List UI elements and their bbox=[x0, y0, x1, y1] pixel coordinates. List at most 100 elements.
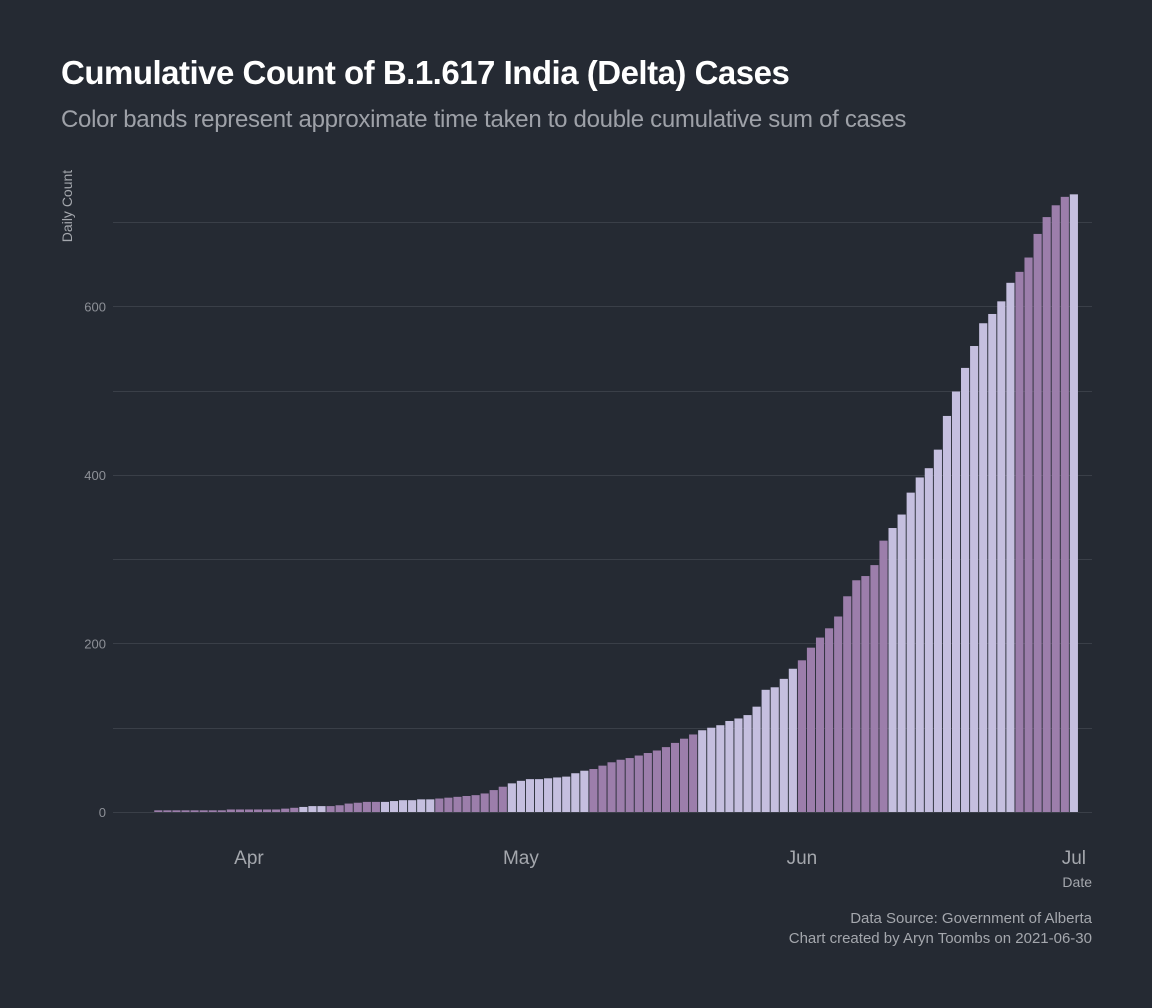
bar bbox=[453, 796, 462, 812]
bar bbox=[553, 777, 562, 812]
bar bbox=[480, 793, 489, 812]
bar bbox=[634, 755, 643, 812]
bar bbox=[417, 799, 426, 812]
bar bbox=[435, 798, 444, 812]
bar bbox=[172, 810, 181, 812]
y-axis-label: Daily Count bbox=[59, 170, 75, 242]
bar bbox=[199, 810, 208, 812]
bar bbox=[1060, 196, 1069, 813]
bar bbox=[779, 678, 788, 812]
bar bbox=[834, 616, 843, 812]
bar bbox=[344, 803, 353, 812]
bar bbox=[607, 762, 616, 812]
bars bbox=[154, 194, 1078, 813]
bar bbox=[752, 706, 761, 812]
bar bbox=[806, 647, 816, 812]
bar bbox=[181, 810, 190, 812]
bar bbox=[598, 765, 607, 812]
bar bbox=[970, 346, 979, 812]
bar bbox=[263, 809, 272, 812]
y-axis-ticks: 0 200 400 600 bbox=[84, 299, 106, 820]
bar bbox=[897, 514, 906, 812]
y-tick-label: 0 bbox=[99, 805, 106, 820]
bar bbox=[154, 810, 163, 812]
bar bbox=[335, 805, 344, 812]
bar bbox=[226, 809, 235, 812]
bar bbox=[616, 759, 625, 812]
bar bbox=[979, 323, 988, 812]
bar bbox=[906, 492, 915, 812]
bar bbox=[389, 801, 399, 812]
bar bbox=[625, 758, 634, 812]
bar bbox=[163, 810, 172, 812]
bar bbox=[942, 415, 952, 812]
bar bbox=[915, 477, 924, 812]
bar bbox=[398, 800, 408, 812]
chart-title: Cumulative Count of B.1.617 India (Delta… bbox=[61, 54, 790, 91]
bar bbox=[534, 779, 544, 812]
bar bbox=[290, 807, 299, 812]
bar bbox=[1006, 282, 1015, 812]
bar bbox=[217, 810, 226, 812]
bar bbox=[253, 809, 263, 812]
bar bbox=[988, 313, 997, 812]
bar bbox=[652, 750, 661, 812]
bar bbox=[1069, 194, 1078, 812]
bar bbox=[761, 689, 770, 812]
bar bbox=[815, 637, 825, 812]
bar bbox=[362, 801, 371, 812]
bar bbox=[589, 769, 598, 812]
x-tick-label: May bbox=[503, 848, 539, 869]
bar bbox=[1051, 205, 1060, 812]
bar bbox=[879, 540, 888, 812]
bar bbox=[272, 809, 281, 812]
bar bbox=[870, 565, 879, 812]
bar bbox=[281, 808, 290, 812]
y-tick-label: 200 bbox=[84, 636, 106, 651]
bar bbox=[516, 780, 525, 812]
x-axis-ticks: Apr May Jun Jul bbox=[234, 848, 1086, 869]
bar bbox=[689, 734, 698, 812]
bar bbox=[843, 596, 852, 812]
chart-caption: Data Source: Government of Alberta Chart… bbox=[789, 909, 1092, 949]
bar bbox=[190, 810, 199, 812]
bar bbox=[380, 801, 390, 812]
bar bbox=[580, 770, 589, 812]
bar bbox=[725, 720, 734, 812]
bar bbox=[852, 580, 861, 812]
bar bbox=[734, 718, 743, 812]
bar bbox=[643, 753, 652, 812]
bar bbox=[498, 786, 507, 812]
bar bbox=[562, 776, 571, 812]
bar bbox=[471, 795, 480, 812]
bar bbox=[788, 668, 797, 812]
bar bbox=[1033, 233, 1042, 812]
bar bbox=[544, 778, 553, 812]
bar bbox=[825, 628, 834, 812]
bar bbox=[951, 391, 961, 812]
data-source: Data Source: Government of Alberta bbox=[850, 910, 1092, 927]
bar bbox=[208, 810, 217, 812]
x-tick-label: Jun bbox=[787, 848, 818, 869]
bar bbox=[444, 797, 453, 812]
bar bbox=[670, 742, 680, 812]
bar bbox=[371, 801, 380, 812]
bar bbox=[680, 738, 689, 812]
bar bbox=[525, 779, 535, 812]
bar bbox=[235, 809, 244, 812]
bar bbox=[1042, 217, 1051, 812]
bar bbox=[317, 806, 326, 812]
bar bbox=[426, 799, 435, 812]
bar bbox=[299, 806, 308, 812]
bar bbox=[716, 725, 725, 812]
bar bbox=[770, 687, 779, 812]
x-tick-label: Jul bbox=[1062, 848, 1086, 869]
bar bbox=[888, 528, 897, 812]
bar bbox=[244, 809, 254, 812]
bar bbox=[961, 367, 970, 812]
bar bbox=[661, 747, 671, 812]
bar bbox=[707, 727, 716, 812]
bar bbox=[698, 730, 707, 812]
